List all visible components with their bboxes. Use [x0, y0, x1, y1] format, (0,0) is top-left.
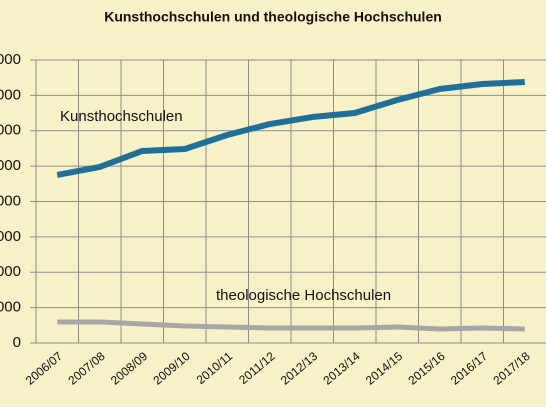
x-tick-label: 2008/09 [108, 349, 150, 388]
y-tick-label: 25.000 [0, 157, 21, 174]
x-tick-label: 2017/18 [490, 349, 532, 388]
series-line [56, 79, 525, 178]
y-tick-label: 30.000 [0, 122, 21, 139]
y-tick-label: 5.000 [0, 299, 21, 316]
y-tick-label: 35.000 [0, 86, 21, 103]
x-tick-label: 2010/11 [194, 349, 236, 387]
y-tick-label: 40.000 [0, 51, 21, 68]
x-tick-label: 2012/13 [278, 349, 320, 388]
x-tick-label: 2013/14 [320, 349, 362, 388]
x-tick-label: 2006/07 [23, 349, 65, 388]
chart-title: Kunsthochschulen und theologische Hochsc… [104, 9, 442, 25]
y-tick-label: 20.000 [0, 192, 21, 209]
series-label: theologische Hochschulen [216, 287, 391, 304]
x-tick-label: 2016/17 [448, 349, 490, 388]
y-tick-label: 15.000 [0, 228, 21, 245]
x-tick-label: 2014/15 [363, 349, 405, 388]
y-tick-label: 0 [13, 334, 21, 351]
series-line [57, 319, 525, 332]
x-tick-label: 2015/16 [405, 349, 447, 388]
x-tick-label: 2009/10 [150, 349, 192, 388]
y-tick-label: 10.000 [0, 263, 21, 280]
series-label: Kunsthochschulen [60, 108, 183, 125]
x-tick-label: 2011/12 [236, 349, 278, 387]
x-tick-label: 2007/08 [65, 349, 107, 388]
